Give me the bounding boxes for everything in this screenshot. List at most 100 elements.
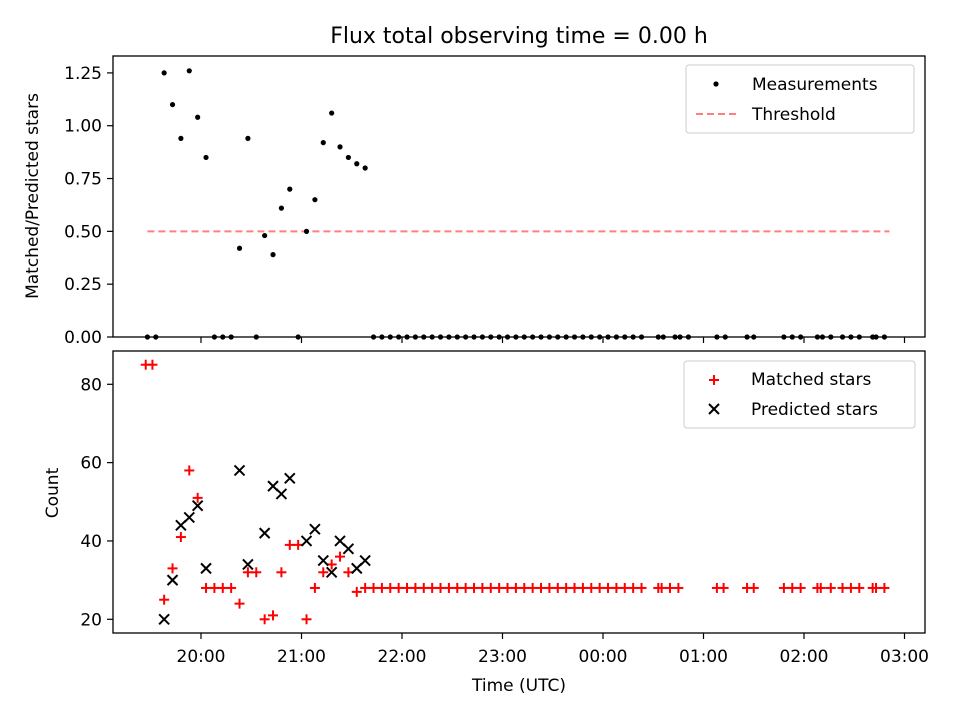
bottom-y-tick-label: 60 [80,454,102,474]
predicted-star-point [166,574,179,586]
predicted-star-point [300,535,313,547]
top-chart-marks [144,68,890,340]
matched-star-point [418,582,429,593]
top-chart-title: Flux total observing time = 0.00 h [330,24,708,49]
matched-star-point [544,582,555,593]
top-y-tick-label: 0.50 [64,222,102,242]
top-y-ticks: 0.00 0.25 0.50 0.75 1.00 1.25 [64,64,113,348]
matched-star-point [825,582,836,593]
predicted-star-point [258,527,271,539]
x-axis-label: Time (UTC) [471,676,566,696]
matched-star-point [536,582,547,593]
top-axes-frame [112,55,926,338]
matched-star-point [815,582,826,593]
matched-star-point [519,582,530,593]
matched-star-point [527,582,538,593]
matched-star-point [718,582,729,593]
matched-star-point [619,582,630,593]
measurement-point [329,110,335,116]
matched-star-point [636,582,647,593]
legend-predicted-marker [708,403,720,415]
matched-star-point [201,582,212,593]
measurement-point [337,144,343,150]
matched-star-point [594,582,605,593]
bottom-y-ticks: 20 40 60 80 [80,375,113,630]
matched-star-point [603,582,614,593]
matched-star-point [147,359,158,370]
matched-star-point [234,598,245,609]
matched-star-point [460,582,471,593]
matched-star-point [192,492,203,503]
matched-star-point [494,582,505,593]
predicted-star-point [284,472,296,484]
matched-star-point [242,567,253,578]
bottom-y-tick-label: 20 [80,610,102,630]
bottom-panel: 20 40 60 80 20:00 21:00 22:00 23:00 00:00 01:00 0… [43,350,929,696]
x-tick-label: 01:00 [679,647,728,667]
top-x-ticks [200,337,906,343]
matched-star-point [871,582,882,593]
predicted-star-point [342,543,355,555]
matched-star-point [569,582,580,593]
bottom-legend-box [683,360,916,429]
matched-star-point [673,582,684,593]
x-tick-label: 23:00 [478,647,527,667]
top-y-tick-label: 0.00 [64,328,102,348]
measurement-point [362,165,368,171]
measurement-point [320,140,326,146]
matched-star-point [184,465,195,476]
matched-star-point [477,582,488,593]
matched-star-point [402,582,413,593]
top-y-axis-label: Matched/Predicted stars [23,93,43,299]
legend-measurements-label: Measurements [752,75,878,95]
matched-star-point [778,582,789,593]
predicted-star-point [242,558,254,571]
predicted-star-point [191,500,204,512]
x-tick-label: 02:00 [780,647,829,667]
x-tick-label: 21:00 [277,647,326,667]
matched-star-point [879,582,890,593]
matched-star-point [561,582,572,593]
top-panel: 0.00 0.25 0.50 0.75 1.00 1.25 Matched/Predict… [23,55,926,348]
matched-star-point [351,586,362,597]
matched-star-point [854,582,865,593]
bottom-axes-frame [112,350,926,634]
measurement-point [262,232,268,239]
matched-star-point [217,582,228,593]
matched-star-point [510,582,521,593]
matched-star-point [318,567,329,578]
matched-star-point [611,582,622,593]
matched-star-point [577,582,588,593]
matched-star-point [748,582,759,593]
legend-threshold-label: Threshold [751,105,836,125]
matched-star-point [665,582,675,593]
predicted-star-point [158,613,170,625]
matched-star-point [427,582,438,593]
predicted-star-point [275,488,288,500]
matched-star-point [284,539,295,550]
matched-star-point [837,582,848,593]
matched-star-point [845,582,856,593]
matched-star-point [795,582,806,593]
matched-star-point [360,582,371,593]
bottom-legend: Matched stars Predicted stars [683,360,916,429]
measurement-point [312,197,318,203]
matched-star-point [309,582,320,593]
matched-star-point [259,614,270,625]
measurement-point [287,186,293,192]
measurement-point [203,154,209,161]
matched-star-point [368,582,379,593]
bottom-chart-marks [140,359,890,625]
matched-star-point [175,532,186,543]
measurement-point [270,252,276,258]
matched-star-point [485,582,496,593]
matched-star-point [452,582,463,593]
matched-star-point [276,567,287,578]
measurement-point [178,135,184,141]
matched-star-point [376,582,387,593]
top-y-tick-label: 0.25 [64,275,102,295]
measurement-point [345,154,351,161]
matched-star-point [167,563,178,574]
